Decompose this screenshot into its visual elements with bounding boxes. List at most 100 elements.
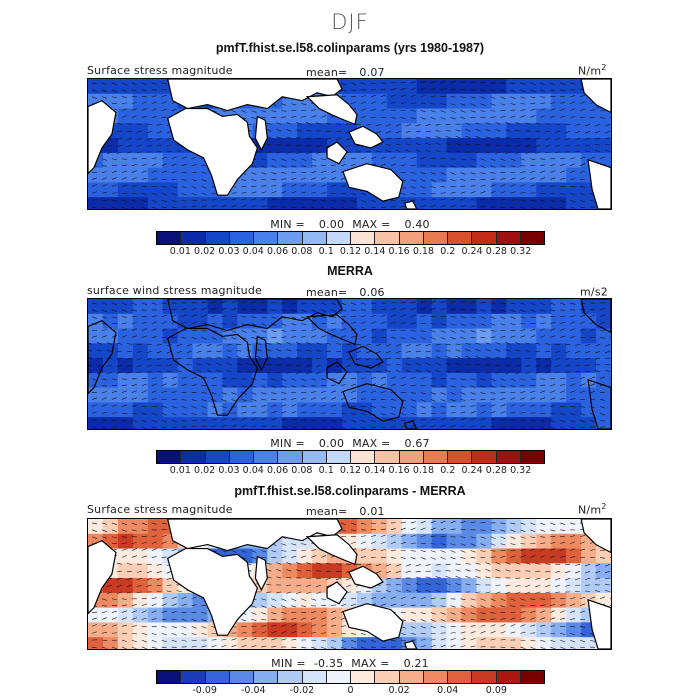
field-cell: [282, 548, 299, 565]
vector-arrow: [301, 624, 307, 627]
vector-arrow: [370, 406, 376, 408]
vector-arrow: [191, 199, 197, 201]
field-cell: [177, 402, 194, 419]
vector-arrow: [231, 110, 237, 113]
vector-arrow: [490, 529, 496, 532]
field-cell: [461, 93, 478, 110]
colorbar-tick-label: 0.24: [461, 465, 483, 476]
field-cell: [282, 622, 299, 639]
field-cell: [207, 637, 224, 649]
vector-arrow: [191, 419, 197, 421]
field-cell: [207, 417, 224, 429]
vector-arrow: [505, 364, 511, 367]
vector-arrow: [580, 646, 586, 649]
vector-arrow: [390, 101, 396, 104]
field-cell: [147, 402, 164, 419]
colorbar-swatch: [520, 232, 544, 244]
field-cell: [536, 563, 553, 580]
vector-arrow: [400, 419, 406, 421]
vector-arrow: [186, 363, 192, 366]
vector-arrow: [291, 206, 297, 208]
vector-arrow: [370, 321, 377, 324]
field-cell: [386, 637, 403, 649]
vector-arrow: [320, 617, 327, 620]
vector-arrow: [540, 542, 546, 544]
vector-arrow: [570, 597, 576, 600]
vector-arrow: [555, 137, 561, 141]
field-cell: [267, 578, 284, 594]
vector-arrow: [355, 350, 362, 354]
vector-arrow: [380, 596, 386, 600]
field-cell: [401, 152, 418, 169]
field-cell: [401, 328, 418, 345]
field-cell: [207, 387, 224, 404]
vector-arrow: [161, 108, 167, 111]
field-cell: [506, 152, 523, 169]
vector-arrow: [520, 191, 526, 194]
vector-arrow: [440, 204, 446, 208]
colorbar-swatch: [448, 451, 473, 463]
field-cell: [551, 533, 568, 550]
vector-arrow: [470, 550, 476, 553]
vector-arrow: [475, 364, 481, 366]
vector-arrow: [281, 550, 287, 552]
vector-arrow: [191, 619, 197, 622]
vector-arrow: [116, 562, 122, 565]
vector-arrow: [395, 344, 401, 347]
vector-arrow: [296, 122, 302, 125]
field-cell: [461, 637, 478, 649]
vector-arrow: [151, 315, 157, 318]
vector-arrow: [181, 308, 187, 311]
vector-arrow: [181, 419, 187, 422]
vector-arrow: [525, 137, 531, 140]
vector-arrow: [340, 309, 347, 312]
vector-arrow: [171, 632, 177, 636]
vector-arrow: [141, 522, 147, 525]
field-cell: [506, 372, 523, 389]
vector-arrow: [301, 617, 307, 620]
vector-arrow: [201, 399, 207, 402]
vector-arrow: [604, 583, 611, 586]
vector-arrow: [121, 322, 127, 324]
colorbar-tick-label: 0.09: [485, 685, 507, 696]
field-cell: [102, 182, 119, 199]
vector-arrow: [430, 186, 436, 189]
vector-arrow: [555, 371, 561, 373]
field-cell: [476, 358, 493, 374]
vector-arrow: [585, 137, 591, 140]
vector-arrow: [390, 557, 396, 559]
vector-arrow: [525, 144, 531, 148]
vector-arrow: [340, 82, 347, 86]
vector-arrow: [594, 130, 601, 134]
vector-arrow: [126, 371, 132, 374]
field-cell: [446, 622, 463, 639]
field-cell: [356, 79, 373, 95]
field-cell: [207, 343, 224, 360]
vector-arrow: [565, 570, 571, 574]
vector-arrow: [216, 344, 222, 347]
vector-arrow: [151, 206, 157, 209]
vector-arrow: [450, 300, 456, 304]
vector-arrow: [251, 619, 257, 621]
vector-arrow: [380, 541, 386, 544]
field-cell: [177, 343, 194, 360]
vector-arrow: [291, 158, 297, 162]
vector-arrow: [201, 412, 207, 415]
vector-arrow: [440, 424, 446, 428]
vector-arrow: [480, 103, 486, 106]
vector-arrow: [520, 206, 526, 209]
vector-arrow: [540, 177, 546, 180]
vector-arrow: [380, 383, 386, 386]
field-cell: [536, 167, 553, 184]
field-cell: [327, 167, 344, 184]
vector-arrow: [261, 392, 267, 395]
vector-arrow: [510, 385, 516, 387]
field-cell: [491, 182, 508, 199]
vector-arrow: [490, 631, 496, 634]
vector-arrow: [540, 598, 546, 600]
field-cell: [416, 328, 433, 345]
field-cell: [476, 607, 493, 624]
vector-arrow: [370, 390, 376, 393]
field-cell: [267, 328, 284, 345]
field-cell: [312, 637, 329, 649]
